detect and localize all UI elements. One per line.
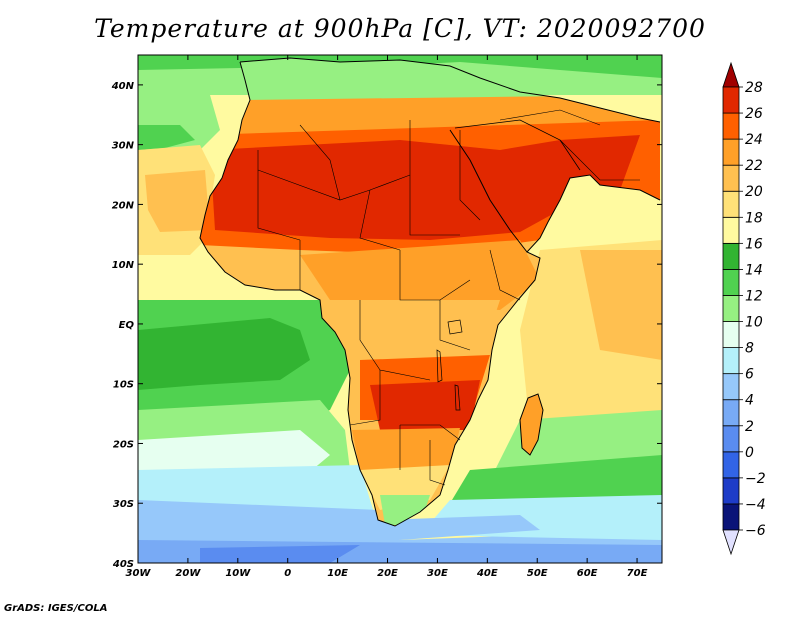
x-tick-label: 70E	[627, 568, 648, 579]
x-tick-label: 0	[284, 568, 291, 579]
map-title: Temperature at 900hPa [C], VT: 202009270…	[94, 14, 706, 43]
colorbar-box	[722, 451, 740, 479]
x-tick-label: 20W	[175, 568, 201, 579]
colorbar-box	[722, 347, 740, 375]
colorbar-label: −4	[745, 497, 766, 513]
colorbar-label: 28	[745, 80, 763, 96]
x-tick-label: 10E	[327, 568, 348, 579]
colorbar-label: 8	[745, 341, 754, 357]
y-tick-label: 10N	[112, 260, 135, 271]
x-axis: 30W 20W 10W 0 10E 20E 30E 40E 50E 60E 70E	[126, 55, 648, 579]
colorbar-box	[722, 86, 740, 114]
colorbar-label: 0	[745, 445, 754, 461]
colorbar-label: −6	[745, 523, 766, 539]
grads-credit: GrADS: IGES/COLA	[4, 603, 108, 614]
colorbar-label: 26	[745, 106, 763, 122]
x-tick-label: 50E	[527, 568, 548, 579]
y-axis: 40N 30N 20N 10N EQ 10S 20S 30S 40S	[111, 81, 662, 570]
colorbar-label: −2	[745, 471, 766, 487]
colorbar-label: 6	[745, 367, 754, 383]
plot-frame	[137, 54, 663, 564]
x-tick-label: 30E	[427, 568, 448, 579]
y-tick-label: 10S	[113, 380, 134, 391]
colorbar-label: 18	[745, 210, 763, 226]
y-tick-label: 30S	[113, 499, 134, 510]
y-tick-label: EQ	[119, 320, 135, 331]
colorbar-label: 16	[745, 236, 763, 252]
y-tick-label: 20N	[112, 200, 135, 211]
y-tick-label: 30N	[112, 141, 135, 152]
y-tick-label: 40N	[111, 81, 135, 92]
colorbar-label: 14	[745, 262, 763, 278]
colorbar-box	[722, 190, 740, 218]
x-tick-label: 60E	[577, 568, 598, 579]
colorbar-label: 2	[745, 419, 754, 435]
colorbar-label: 24	[745, 132, 763, 148]
colorbar-box	[722, 138, 740, 166]
x-tick-label: 30W	[126, 568, 152, 579]
colorbar-box	[722, 503, 740, 531]
y-tick-label: 20S	[113, 439, 134, 450]
colorbar-label: 10	[745, 315, 763, 331]
colorbar-box	[722, 112, 740, 140]
colorbar-label: 22	[745, 158, 763, 174]
colorbar-box	[722, 216, 740, 244]
colorbar-box	[722, 164, 740, 192]
y-tick-label: 40S	[112, 559, 134, 570]
colorbar-box	[722, 477, 740, 505]
colorbar-box	[722, 269, 740, 296]
x-tick-label: 10W	[225, 568, 251, 579]
plot-area	[138, 55, 662, 563]
colorbar-box	[722, 425, 740, 453]
x-tick-label: 20E	[377, 568, 398, 579]
colorbar-label: 20	[745, 184, 763, 200]
colorbar-box	[722, 373, 740, 401]
colorbar-box	[722, 399, 740, 427]
colorbar-top-triangle	[722, 61, 740, 88]
colorbar-box	[722, 242, 740, 270]
colorbar-label: 12	[745, 288, 763, 304]
colorbar-bottom-triangle	[722, 529, 740, 556]
colorbar-box	[722, 321, 740, 348]
x-tick-label: 40E	[476, 568, 498, 579]
colorbar-box	[722, 295, 740, 322]
colorbar-label: 4	[745, 393, 754, 409]
